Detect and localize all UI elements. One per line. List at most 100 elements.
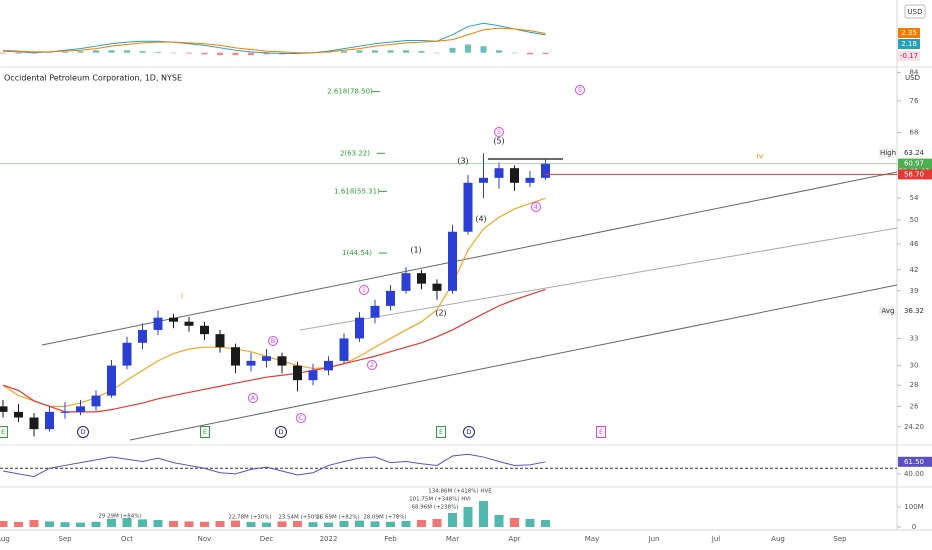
x-tick-label: Jun xyxy=(648,535,660,543)
volume-bar xyxy=(0,521,8,527)
price-tag: Avg xyxy=(882,307,895,315)
wave-circle xyxy=(367,360,377,370)
wave-label: D xyxy=(278,428,283,436)
macd-histogram-bar xyxy=(217,52,223,56)
macd-histogram-bar xyxy=(155,51,161,53)
volume-bar xyxy=(60,522,70,527)
volume-annotation: 22.78M (+30%) xyxy=(228,515,271,521)
candle-body xyxy=(463,182,473,232)
rsi-value-label: 61.50 xyxy=(904,458,924,466)
macd-histogram-bar xyxy=(108,50,115,53)
wave-label: (1) xyxy=(410,246,421,255)
last-value-box xyxy=(898,39,920,49)
candle-body xyxy=(541,163,550,178)
candle-body xyxy=(324,360,333,371)
volume-annotation: 134.86M (+418%) HVE xyxy=(428,489,492,495)
candle-body xyxy=(355,317,364,339)
macd-histogram-bar xyxy=(511,52,518,54)
macd-line xyxy=(2,22,546,55)
volume-bar xyxy=(448,513,457,527)
volume-bar xyxy=(541,520,550,527)
volume-bar xyxy=(107,519,116,527)
channel-line xyxy=(129,284,898,441)
macd-histogram-bar xyxy=(93,50,99,53)
volume-bar xyxy=(246,522,256,527)
wave-circle xyxy=(275,426,287,438)
candle-body xyxy=(107,365,116,396)
macd-histogram-bar xyxy=(527,52,533,55)
volume-annotation: 101.75M (+348%) HVI xyxy=(409,497,471,503)
volume-annotation: 28.09M (+78%) xyxy=(363,515,406,521)
fib-label: 1.618(55.31) xyxy=(334,187,380,195)
price-box-label: 36.32 xyxy=(904,307,924,315)
volume-bar xyxy=(339,521,349,527)
macd-histogram-bar xyxy=(387,50,394,53)
candle-body xyxy=(45,411,54,430)
macd-histogram-bar xyxy=(186,52,192,54)
last-value-box xyxy=(898,28,920,38)
macd-histogram-bar xyxy=(403,50,409,53)
wave-label: i xyxy=(181,292,183,301)
volume-bar xyxy=(153,520,163,527)
macd-histogram-bar xyxy=(496,50,502,53)
candle-body xyxy=(417,273,426,284)
rsi-value-box xyxy=(898,456,932,467)
volume-bar xyxy=(386,521,395,527)
y-tick-label: 68 xyxy=(910,129,919,137)
macd-histogram-bar xyxy=(77,51,84,53)
candle-body xyxy=(91,395,101,407)
last-value-label: 2.18 xyxy=(901,40,917,48)
wave-box xyxy=(0,426,8,438)
x-tick-label: May xyxy=(585,535,599,543)
candle-body xyxy=(525,177,535,183)
volume-bar xyxy=(401,521,411,527)
volume-bar xyxy=(494,515,504,527)
wave-circle xyxy=(77,426,89,438)
x-tick-label: Oct xyxy=(121,535,133,543)
macd-histogram-bar xyxy=(248,52,254,56)
x-tick-label: Jul xyxy=(711,535,721,543)
wave-circle xyxy=(531,202,541,212)
candle-body xyxy=(138,329,147,343)
candle-body xyxy=(76,406,85,412)
volume-bar xyxy=(45,521,54,527)
volume-bar xyxy=(432,519,442,527)
price-box xyxy=(898,169,932,180)
price-box-label: 58.70 xyxy=(904,170,924,178)
candle-body xyxy=(14,411,23,418)
moving-average xyxy=(2,288,546,413)
y-tick-label: 42 xyxy=(910,266,919,274)
candle-body xyxy=(29,417,39,430)
x-tick-label: Aug xyxy=(771,535,785,543)
candle-body xyxy=(479,177,488,183)
volume-annotation: 26.69M (+82%) xyxy=(316,515,359,521)
x-tick-label: Mar xyxy=(446,535,459,543)
volume-bar xyxy=(76,522,85,527)
channel-line xyxy=(41,171,898,346)
volume-annotation: 29.29M (+84%) xyxy=(98,514,141,520)
wave-label: 5 xyxy=(578,86,582,94)
wave-circle xyxy=(268,336,278,346)
macd-histogram-bar xyxy=(418,51,425,53)
wave-label: A xyxy=(251,394,256,402)
currency-box[interactable] xyxy=(904,4,926,19)
fib-label: 1(44.54) xyxy=(342,249,372,257)
candle-body xyxy=(339,338,349,361)
candle-body xyxy=(231,347,240,366)
volume-bar xyxy=(215,521,225,527)
volume-bar xyxy=(510,518,519,527)
y-tick-label: 100M xyxy=(904,503,923,511)
volume-annotation: 68.96M (+238%) xyxy=(412,505,459,511)
wave-box xyxy=(596,426,606,438)
x-tick-label: Sep xyxy=(833,535,847,543)
macd-histogram-bar xyxy=(480,46,487,53)
candle-body xyxy=(293,365,302,381)
price-box xyxy=(898,306,932,317)
macd-histogram-bar xyxy=(0,52,6,54)
volume-annotation: 23.54M (+50%) xyxy=(278,515,321,521)
candle-body xyxy=(215,334,225,348)
y-tick-label: 28 xyxy=(910,381,919,389)
wave-label: E xyxy=(203,428,207,436)
candle-body xyxy=(262,356,271,361)
